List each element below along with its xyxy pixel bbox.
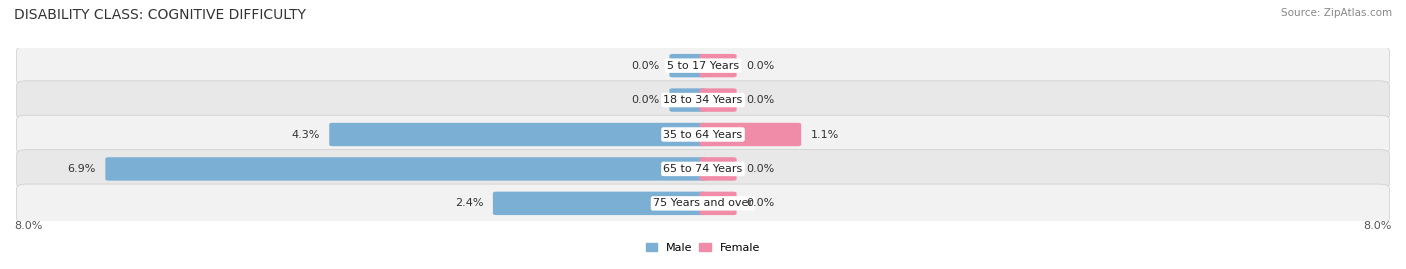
FancyBboxPatch shape	[17, 150, 1389, 188]
Text: 5 to 17 Years: 5 to 17 Years	[666, 61, 740, 71]
Text: Source: ZipAtlas.com: Source: ZipAtlas.com	[1281, 8, 1392, 18]
FancyBboxPatch shape	[17, 46, 1389, 85]
FancyBboxPatch shape	[700, 192, 737, 215]
Text: 0.0%: 0.0%	[747, 61, 775, 71]
FancyBboxPatch shape	[17, 184, 1389, 223]
Text: 0.0%: 0.0%	[747, 95, 775, 105]
Text: DISABILITY CLASS: COGNITIVE DIFFICULTY: DISABILITY CLASS: COGNITIVE DIFFICULTY	[14, 8, 307, 22]
FancyBboxPatch shape	[669, 54, 706, 77]
FancyBboxPatch shape	[700, 88, 737, 112]
Text: 75 Years and over: 75 Years and over	[652, 198, 754, 208]
FancyBboxPatch shape	[700, 54, 737, 77]
Text: 18 to 34 Years: 18 to 34 Years	[664, 95, 742, 105]
Legend: Male, Female: Male, Female	[647, 243, 759, 253]
FancyBboxPatch shape	[494, 192, 706, 215]
Text: 1.1%: 1.1%	[811, 129, 839, 140]
Text: 0.0%: 0.0%	[747, 164, 775, 174]
Text: 8.0%: 8.0%	[14, 221, 42, 231]
Text: 35 to 64 Years: 35 to 64 Years	[664, 129, 742, 140]
Text: 4.3%: 4.3%	[291, 129, 319, 140]
Text: 2.4%: 2.4%	[456, 198, 484, 208]
Text: 8.0%: 8.0%	[1364, 221, 1392, 231]
Text: 65 to 74 Years: 65 to 74 Years	[664, 164, 742, 174]
FancyBboxPatch shape	[17, 115, 1389, 154]
FancyBboxPatch shape	[17, 81, 1389, 119]
FancyBboxPatch shape	[329, 123, 706, 146]
FancyBboxPatch shape	[669, 88, 706, 112]
FancyBboxPatch shape	[700, 157, 737, 181]
FancyBboxPatch shape	[105, 157, 706, 181]
FancyBboxPatch shape	[700, 123, 801, 146]
Text: 0.0%: 0.0%	[631, 95, 659, 105]
Text: 6.9%: 6.9%	[67, 164, 96, 174]
Text: 0.0%: 0.0%	[631, 61, 659, 71]
Text: 0.0%: 0.0%	[747, 198, 775, 208]
